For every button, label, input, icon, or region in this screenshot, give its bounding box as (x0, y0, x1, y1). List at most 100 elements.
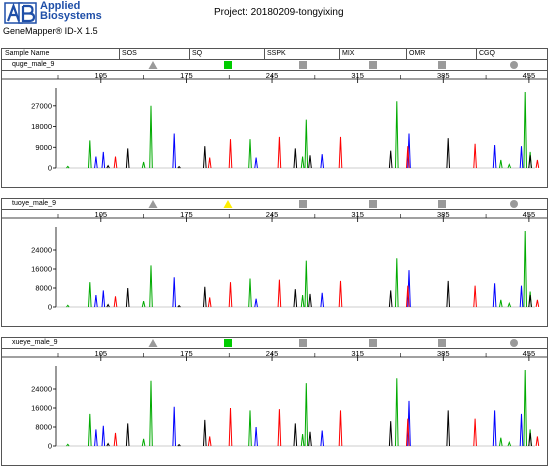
quality-flag-sspk-icon[interactable] (299, 339, 307, 347)
allele-peak (320, 430, 324, 447)
allele-peak (308, 431, 312, 447)
sample-panel[interactable]: quge_male_9 105 175 245 315 385 455 0 9000 18000… (1, 59, 548, 188)
quality-flag-omr-icon[interactable] (438, 339, 446, 347)
y-tick-label: 0 (48, 442, 52, 451)
sample-name: xueye_male_9 (12, 339, 58, 346)
y-tick-label: 24000 (31, 385, 52, 394)
allele-peak (519, 413, 524, 447)
quality-flag-sq-icon[interactable] (224, 61, 232, 69)
quality-flag-sq-icon[interactable] (224, 339, 232, 347)
allele-peak (388, 150, 393, 169)
sample-panel[interactable]: tuoye_male_9 105 175 245 315 385 455 0 8000 1600… (1, 198, 548, 327)
y-tick-label: 8000 (35, 284, 52, 293)
quality-flag-omr-icon[interactable] (438, 200, 446, 208)
allele-peak (499, 437, 503, 447)
allele-peak (446, 410, 450, 447)
allele-peak (149, 265, 153, 308)
allele-peak (535, 436, 540, 447)
allele-peak (492, 410, 497, 447)
allele-peak (293, 289, 298, 308)
quality-flag-cgq-icon[interactable] (510, 61, 518, 69)
sample-panel[interactable]: xueye_male_9 105 175 245 315 385 455 0 8000 1600… (1, 337, 548, 466)
column-header-sspk[interactable]: SSPK (267, 50, 286, 57)
brand-line-2: Biosystems (40, 10, 102, 22)
quality-flag-cgq-icon[interactable] (510, 200, 518, 208)
allele-peak (300, 156, 305, 169)
allele-peak (308, 155, 312, 169)
sample-row[interactable]: xueye_male_9 (2, 338, 547, 349)
y-tick-label: 8000 (35, 423, 52, 432)
allele-peak (523, 230, 527, 308)
allele-peak (406, 146, 410, 169)
quality-flag-sos-icon[interactable] (148, 339, 158, 347)
column-divider (476, 49, 477, 59)
allele-peak (519, 146, 524, 169)
allele-peak (507, 301, 512, 308)
quality-flag-mix-icon[interactable] (369, 339, 377, 347)
allele-peak (113, 432, 118, 447)
allele-peak (528, 432, 532, 447)
allele-peak (88, 140, 92, 169)
allele-peak (125, 423, 130, 447)
allele-peak (101, 425, 106, 447)
allele-peak (106, 303, 110, 308)
allele-peak (101, 151, 106, 169)
allele-peak (338, 136, 343, 169)
column-header-omr[interactable]: OMR (409, 50, 426, 57)
allele-peak (203, 419, 207, 447)
allele-peak (406, 285, 410, 308)
allele-peak (66, 443, 70, 447)
quality-flag-mix-icon[interactable] (369, 61, 377, 69)
allele-peak (207, 297, 212, 308)
allele-peak (320, 292, 324, 308)
column-divider (189, 49, 190, 59)
column-header-sos[interactable]: SOS (122, 50, 137, 57)
allele-peak (66, 304, 70, 308)
column-divider (264, 49, 265, 59)
column-header-sample-name[interactable]: Sample Name (5, 50, 50, 57)
quality-flag-sspk-icon[interactable] (299, 200, 307, 208)
allele-peak (304, 119, 309, 169)
quality-flag-cgq-icon[interactable] (510, 339, 518, 347)
allele-peak (395, 258, 399, 308)
allele-peak (254, 157, 258, 169)
allele-peak (388, 290, 393, 308)
allele-peak (177, 304, 181, 308)
allele-peak (228, 282, 233, 308)
allele-peak (141, 161, 146, 169)
quality-flag-sos-icon[interactable] (148, 61, 158, 69)
allele-peak (125, 287, 130, 308)
quality-flag-omr-icon[interactable] (438, 61, 446, 69)
allele-peak (106, 164, 110, 169)
quality-flag-sq-icon[interactable] (223, 200, 233, 208)
brand-line-1: Applied (40, 0, 81, 12)
allele-peak (277, 136, 282, 169)
allele-peak (113, 156, 118, 169)
applied-biosystems-logo (4, 2, 37, 24)
allele-peak (228, 407, 233, 447)
allele-peak (507, 163, 512, 169)
allele-peak (248, 139, 252, 169)
allele-peak (446, 138, 450, 169)
allele-peak (277, 279, 282, 308)
allele-peak (523, 369, 527, 447)
allele-peak (528, 155, 532, 169)
quality-flag-mix-icon[interactable] (369, 200, 377, 208)
allele-peak (94, 429, 98, 447)
column-header-sq[interactable]: SQ (192, 50, 203, 57)
column-header-mix[interactable]: MIX (342, 50, 355, 57)
allele-peak (172, 133, 176, 169)
sample-row[interactable]: quge_male_9 (2, 60, 547, 71)
column-header-cgq[interactable]: CGQ (479, 50, 495, 57)
allele-peak (203, 146, 207, 169)
allele-peak (406, 418, 410, 447)
quality-flag-sos-icon[interactable] (148, 200, 158, 208)
sample-row[interactable]: tuoye_male_9 (2, 199, 547, 210)
quality-flag-sspk-icon[interactable] (299, 61, 307, 69)
allele-peak (88, 282, 92, 308)
project-title: Project: 20180209-tongyixing (214, 7, 344, 18)
allele-peak (338, 410, 343, 447)
allele-peak (254, 426, 258, 447)
allele-peak (248, 410, 252, 447)
